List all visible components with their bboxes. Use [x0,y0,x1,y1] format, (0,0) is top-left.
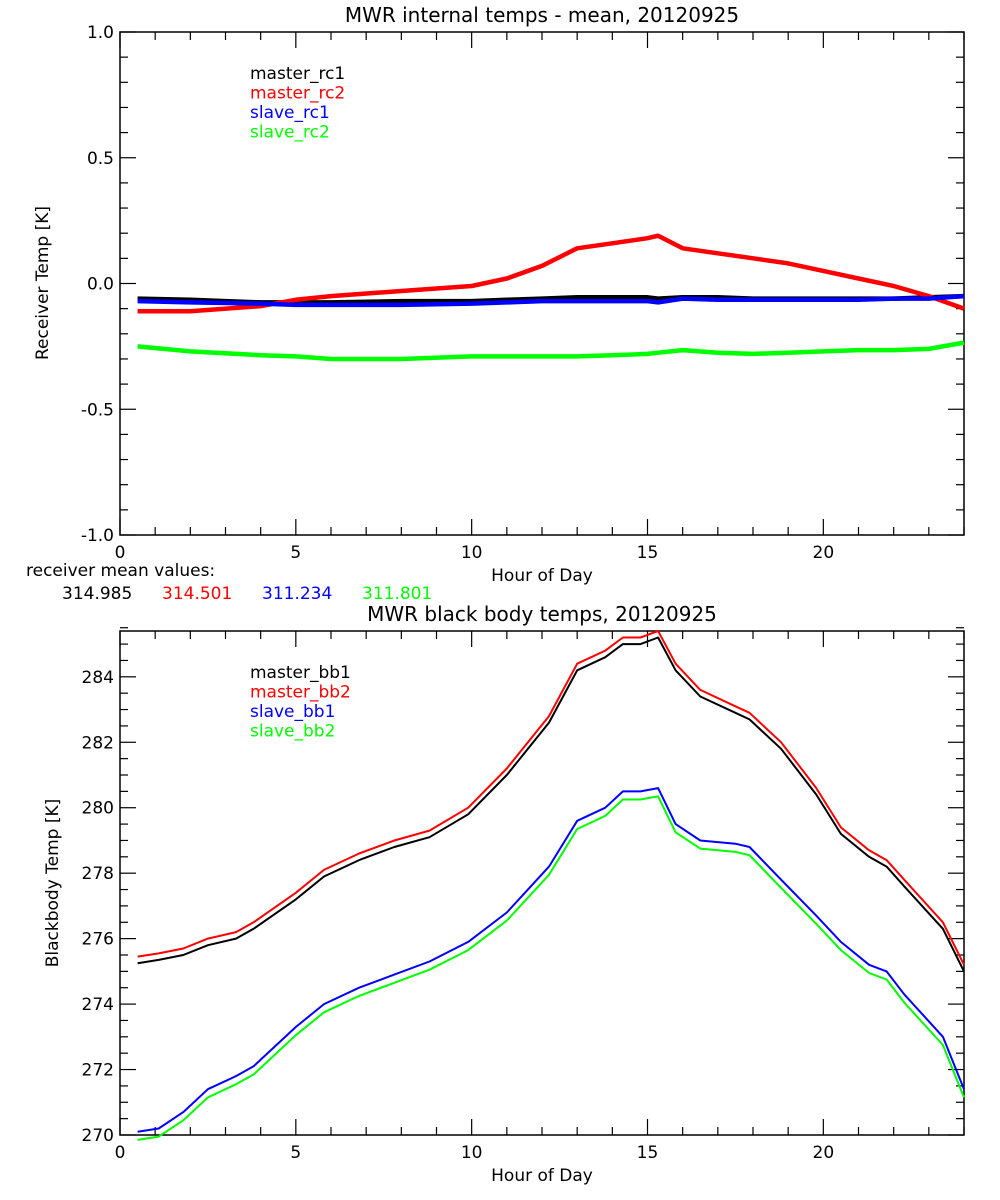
axis-ticks: 0 5 10 15 20 -1.0 -0.5 0.0 0.5 1.0 [81,23,965,563]
legend-entry: master_rc2 [250,84,345,104]
y-axis-label: Receiver Temp [K] [33,206,53,360]
x-tick-label: 15 [637,543,659,563]
receiver-mean-value: 314.985 [62,584,132,604]
y-tick-label: 282 [82,733,114,753]
series-line-master-bb1 [137,636,965,972]
y-tick-label: 280 [82,799,114,819]
series-line-slave-rc2 [137,340,965,362]
x-tick-label: 0 [115,1143,126,1163]
legend-entry: slave_rc2 [250,123,330,143]
x-axis-label: Hour of Day [491,1166,593,1186]
series-line-slave-rc1 [137,293,965,308]
y-axis-label: Blackbody Temp [K] [43,799,63,968]
y-tick-label: 0.5 [87,149,114,169]
y-tick-label: 274 [82,995,114,1015]
x-tick-label: 10 [461,1143,483,1163]
y-tick-label: -1.0 [81,526,114,546]
y-tick-label: 0.0 [87,275,114,295]
x-tick-label: 0 [115,543,126,563]
receiver-mean-value: 311.234 [262,584,332,604]
receiver-mean-value: 311.801 [362,584,432,604]
x-tick-label: 20 [813,1143,835,1163]
series-line-master-bb2 [137,630,965,966]
y-tick-label: 284 [82,668,114,688]
y-tick-label: 272 [82,1061,114,1081]
legend-entry: master_bb2 [250,683,351,703]
legend-entry: master_rc1 [250,64,345,84]
x-tick-label: 15 [637,1143,659,1163]
blackbody-temps-plot: MWR black body temps, 20120925 0 5 10 15 20 2… [43,602,965,1186]
receiver-mean-label: receiver mean values: [26,561,215,581]
receiver-mean-values: 314.985 314.501 311.234 311.801 [62,584,432,604]
series-line-slave-bb2 [137,795,965,1141]
y-tick-label: 278 [82,864,114,884]
x-tick-label: 5 [290,543,301,563]
legend-entry: master_bb1 [250,663,351,683]
y-tick-label: 276 [82,930,114,950]
plot-title: MWR black body temps, 20120925 [367,602,717,626]
x-axis-label: Hour of Day [491,566,593,586]
axis-ticks: 0 5 10 15 20 270 272 274 276 278 280 282 284 [82,627,965,1163]
plot-frame [119,31,965,536]
legend-entry: slave_bb2 [250,722,335,742]
series-line-slave-bb1 [137,787,965,1133]
receiver-temps-plot: MWR internal temps - mean, 20120925 0 5 10… [26,3,965,604]
y-tick-label: 270 [82,1126,114,1146]
series-line-master-rc2 [137,233,965,314]
plot-title: MWR internal temps - mean, 20120925 [345,3,739,27]
receiver-mean-value: 314.501 [162,584,232,604]
series-lines [137,233,965,362]
x-tick-label: 5 [290,1143,301,1163]
y-tick-label: -0.5 [81,400,114,420]
x-tick-label: 20 [813,543,835,563]
x-tick-label: 10 [461,543,483,563]
legend-entry: slave_bb1 [250,702,335,722]
series-lines [137,630,965,1141]
y-tick-label: 1.0 [87,23,114,43]
legend-entry: slave_rc1 [250,103,330,123]
